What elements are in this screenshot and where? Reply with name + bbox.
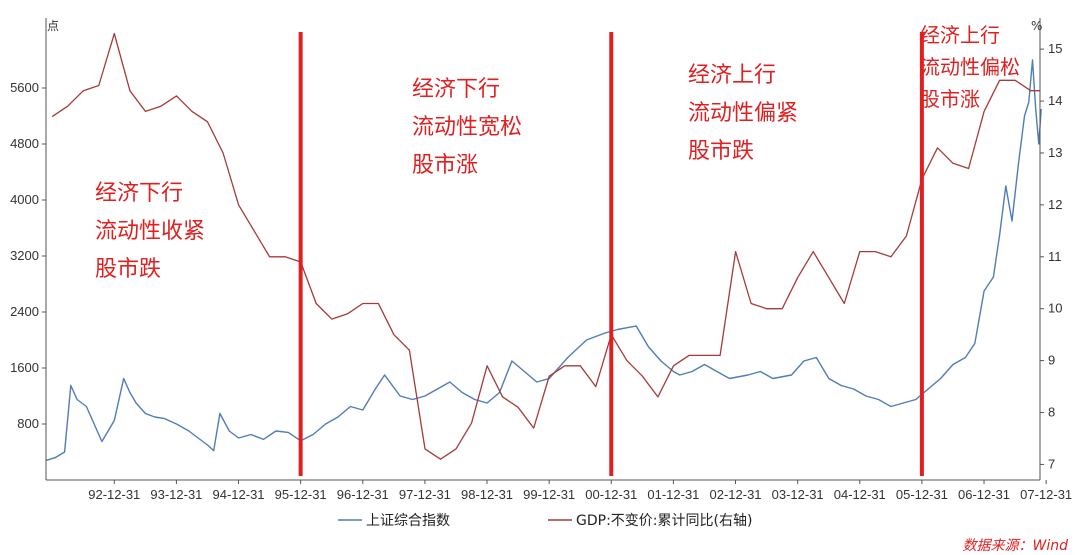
phase-annotation-line: 流动性宽松 <box>412 115 522 140</box>
left-axis-unit: 点 <box>47 19 59 33</box>
right-tick-label: 7 <box>1048 456 1055 471</box>
x-tick-label: 05-12-31 <box>896 487 948 502</box>
right-tick-label: 9 <box>1048 353 1055 368</box>
right-tick-label: 14 <box>1048 93 1062 108</box>
left-tick-label: 800 <box>17 416 39 431</box>
phase-annotation-line: 股市跌 <box>95 257 161 282</box>
phase-annotation-line: 股市涨 <box>920 87 980 111</box>
x-tick-label: 01-12-31 <box>647 487 699 502</box>
right-tick-label: 13 <box>1048 145 1062 160</box>
phase-annotation-line: 流动性偏紧 <box>688 101 798 126</box>
phase-annotation-line: 股市跌 <box>688 139 754 164</box>
legend: 上证综合指数 GDP:不变价:累计同比(右轴) <box>338 513 752 529</box>
x-tick-label: 97-12-31 <box>399 487 451 502</box>
phase-annotation-line: 流动性收紧 <box>95 219 205 244</box>
right-axis-unit: % <box>1031 19 1042 33</box>
right-tick-label: 12 <box>1048 197 1062 212</box>
x-tick-label: 92-12-31 <box>88 487 140 502</box>
left-tick-label: 5600 <box>10 80 39 95</box>
x-tick-label: 03-12-31 <box>772 487 824 502</box>
phase-annotation-line: 股市涨 <box>412 153 478 178</box>
divider-layer <box>298 32 924 476</box>
x-tick-label: 95-12-31 <box>275 487 327 502</box>
series-line-index <box>45 59 1042 462</box>
right-tick-label: 15 <box>1048 41 1062 56</box>
x-tick-label: 00-12-31 <box>585 487 637 502</box>
right-tick-label: 10 <box>1048 301 1062 316</box>
left-tick-label: 3200 <box>10 248 39 263</box>
phase-annotation-line: 流动性偏松 <box>920 55 1020 79</box>
annotation-layer: 经济下行流动性收紧股市跌经济下行流动性宽松股市涨经济上行流动性偏紧股市跌经济上行… <box>95 23 1020 282</box>
phase-annotation-line: 经济上行 <box>920 23 1000 47</box>
phase-annotation-line: 经济下行 <box>412 77 500 102</box>
x-tick-label: 98-12-31 <box>461 487 513 502</box>
x-tick-label: 99-12-31 <box>523 487 575 502</box>
left-tick-label: 4800 <box>10 136 39 151</box>
right-tick-label: 11 <box>1048 249 1062 264</box>
phase-annotation-line: 经济下行 <box>95 181 183 206</box>
left-tick-label: 4000 <box>10 192 39 207</box>
x-tick-label: 93-12-31 <box>150 487 202 502</box>
phase-annotation-line: 经济上行 <box>688 63 776 88</box>
legend-label-gdp: GDP:不变价:累计同比(右轴) <box>576 513 752 529</box>
left-tick-label: 2400 <box>10 304 39 319</box>
legend-label-index: 上证综合指数 <box>366 513 450 529</box>
data-source: 数据来源：Wind <box>963 538 1069 554</box>
left-tick-label: 1600 <box>10 360 39 375</box>
x-tick-label: 07-12-31 <box>1020 487 1072 502</box>
x-tick-label: 06-12-31 <box>958 487 1010 502</box>
series-layer <box>45 32 1042 462</box>
x-tick-label: 96-12-31 <box>337 487 389 502</box>
axes-layer: 800 1600 2400 3200 4000 4800 5600 7 8 9 10 11 12 13 14… <box>10 18 1072 502</box>
x-tick-label: 02-12-31 <box>710 487 762 502</box>
right-tick-label: 8 <box>1048 405 1055 420</box>
x-tick-label: 94-12-31 <box>213 487 265 502</box>
x-tick-label: 04-12-31 <box>834 487 886 502</box>
series-line-gdp <box>51 32 1040 460</box>
